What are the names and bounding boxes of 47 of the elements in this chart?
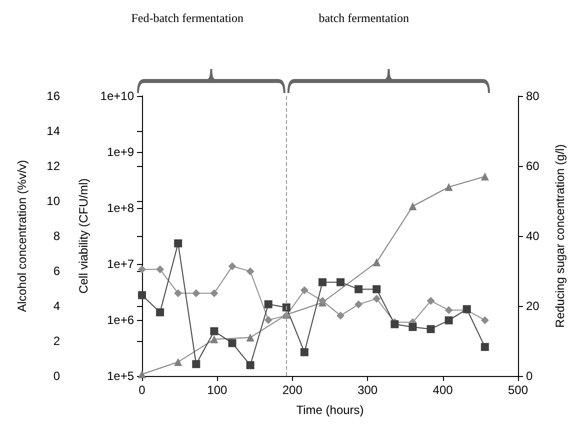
y-tick-label: 14 bbox=[46, 124, 60, 138]
y-tick-label: 0 bbox=[53, 369, 60, 383]
point bbox=[300, 286, 308, 294]
x-tick-label: 400 bbox=[432, 383, 454, 397]
y-tick-label: 6 bbox=[53, 264, 60, 278]
point bbox=[228, 262, 236, 270]
y2-tick-label: 60 bbox=[526, 159, 540, 173]
y2-tick-label: 80 bbox=[526, 89, 540, 103]
point bbox=[174, 289, 182, 298]
y-axis-title: Alcohol concentration (%v/v) bbox=[15, 160, 29, 312]
point bbox=[264, 316, 272, 324]
y-tick-label: 8 bbox=[53, 229, 60, 243]
x-tick-label: 300 bbox=[358, 383, 378, 397]
y-tick-label: 4 bbox=[53, 299, 60, 313]
y3-tick-label: 1e+9 bbox=[106, 145, 134, 159]
point bbox=[354, 300, 363, 308]
y-tick-label: 10 bbox=[46, 194, 60, 208]
point bbox=[210, 289, 218, 298]
y2-tick-label: 40 bbox=[526, 229, 540, 243]
x-tick-label: 100 bbox=[207, 383, 228, 397]
y2-tick-label: 20 bbox=[526, 299, 540, 313]
x-tick-label: 500 bbox=[508, 383, 528, 397]
text: Fed-batch fermentation bbox=[131, 11, 244, 25]
y3-tick-label: 1e+10 bbox=[100, 89, 134, 103]
y3-tick-label: 1e+5 bbox=[106, 369, 134, 383]
point bbox=[192, 289, 200, 298]
y3-tick-label: 1e+6 bbox=[106, 313, 134, 327]
y3-axis-title: Cell viability (CFU/ml) bbox=[76, 178, 90, 294]
point bbox=[480, 316, 489, 324]
point bbox=[138, 265, 146, 274]
x-tick-label: 0 bbox=[138, 383, 146, 397]
point bbox=[444, 306, 453, 314]
y2-axis-title: Reducing sugar concentration (g/l) bbox=[553, 144, 567, 328]
point bbox=[156, 265, 164, 274]
point bbox=[372, 294, 381, 303]
x-axis-title: Time (hours) bbox=[296, 403, 364, 417]
y-tick-label: 12 bbox=[46, 159, 60, 173]
x-tick-label: 200 bbox=[282, 383, 303, 397]
point bbox=[336, 312, 345, 320]
y3-tick-label: 1e+8 bbox=[106, 201, 134, 215]
y-tick-label: 16 bbox=[46, 89, 60, 103]
y3-tick-label: 1e+7 bbox=[106, 257, 134, 271]
y-tick-label: 2 bbox=[53, 334, 60, 348]
text: batch fermentation bbox=[318, 11, 409, 25]
point bbox=[246, 267, 254, 276]
point bbox=[426, 296, 435, 305]
y2-tick-label: 0 bbox=[526, 369, 533, 383]
